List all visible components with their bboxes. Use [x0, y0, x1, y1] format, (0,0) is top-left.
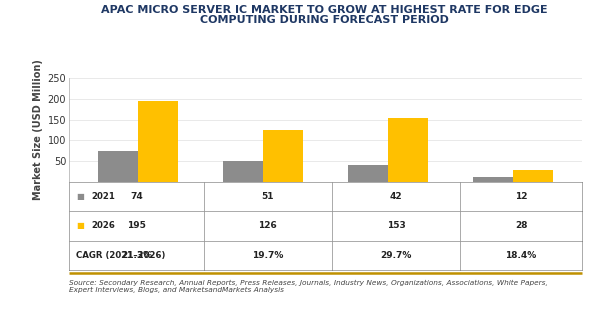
Text: ■: ■ [76, 221, 84, 230]
Text: ■: ■ [76, 192, 84, 201]
Bar [223, 161, 263, 182]
Bar [263, 130, 303, 182]
Text: 74: 74 [130, 192, 143, 201]
Text: 42: 42 [390, 192, 403, 201]
Text: 2026: 2026 [92, 221, 116, 230]
Text: 12: 12 [515, 192, 527, 201]
Text: APAC MICRO SERVER IC MARKET TO GROW AT HIGHEST RATE FOR EDGE: APAC MICRO SERVER IC MARKET TO GROW AT H… [101, 5, 547, 15]
Text: CAGR (2021–2026): CAGR (2021–2026) [76, 251, 166, 260]
Bar [513, 170, 553, 182]
Text: 126: 126 [259, 221, 277, 230]
Bar [348, 164, 388, 182]
Bar [473, 177, 513, 182]
Text: 18.4%: 18.4% [505, 251, 537, 260]
Y-axis label: Market Size (USD Million): Market Size (USD Million) [34, 59, 43, 201]
Text: 195: 195 [127, 221, 146, 230]
Text: 51: 51 [262, 192, 274, 201]
Bar [98, 151, 138, 182]
Text: 29.7%: 29.7% [380, 251, 412, 260]
Text: COMPUTING DURING FORECAST PERIOD: COMPUTING DURING FORECAST PERIOD [200, 15, 448, 25]
Text: 21.3%: 21.3% [121, 251, 152, 260]
Text: 28: 28 [515, 221, 527, 230]
Text: 19.7%: 19.7% [252, 251, 283, 260]
Bar [388, 118, 428, 182]
Text: 153: 153 [386, 221, 406, 230]
Text: 2021: 2021 [92, 192, 116, 201]
Bar [138, 101, 178, 182]
Text: Source: Secondary Research, Annual Reports, Press Releases, Journals, Industry N: Source: Secondary Research, Annual Repor… [69, 280, 548, 293]
